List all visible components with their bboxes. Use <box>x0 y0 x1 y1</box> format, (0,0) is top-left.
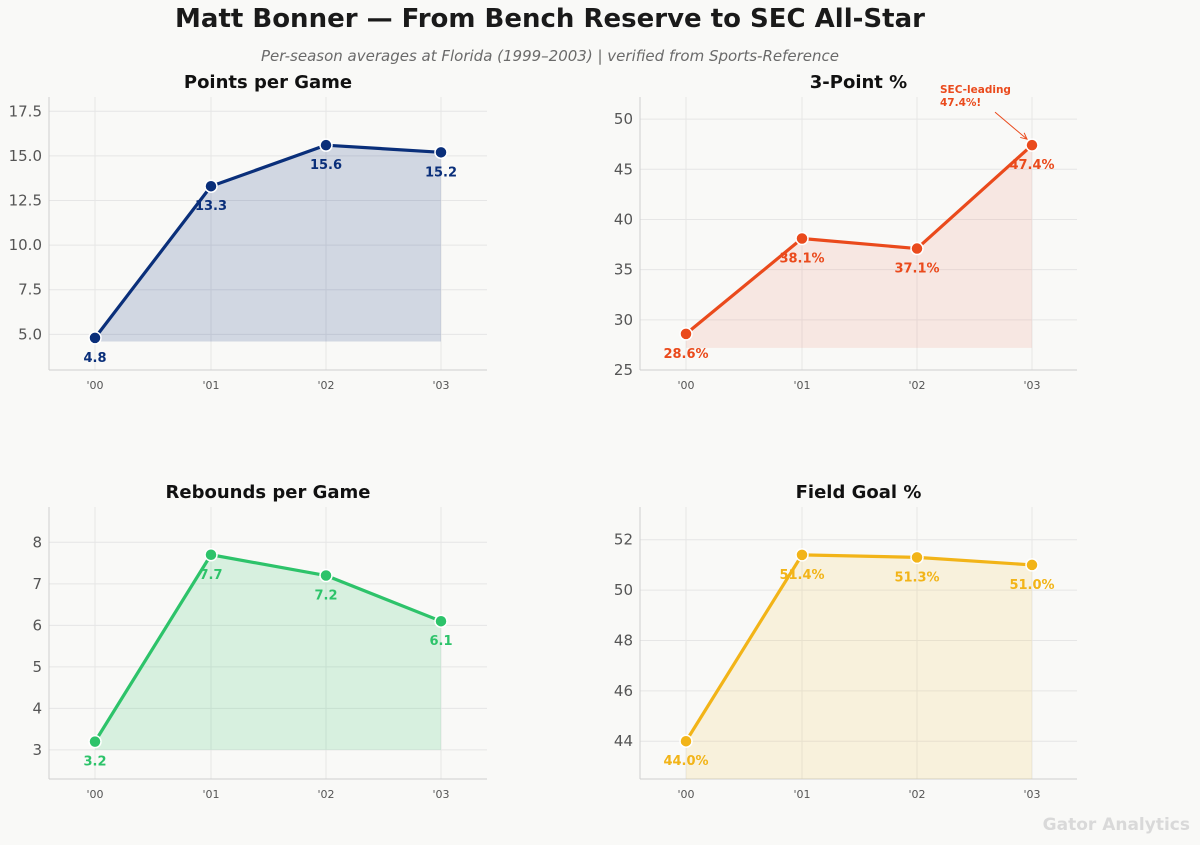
data-point <box>1025 138 1039 152</box>
y-tick-label: 35 <box>614 261 633 279</box>
series-line <box>93 143 443 340</box>
data-point <box>679 734 693 748</box>
x-tick-label: '03 <box>1023 379 1040 392</box>
data-point <box>204 548 218 562</box>
y-tick-label: 44 <box>614 732 633 750</box>
y-tick-label: 12.5 <box>9 191 42 209</box>
panel-title: Field Goal % <box>796 482 922 503</box>
x-tick-label: '02 <box>317 379 334 392</box>
data-point <box>434 614 448 628</box>
annotation-text: SEC-leading <box>940 84 1011 96</box>
x-tick-label: '00 <box>86 788 103 801</box>
data-label: 51.0% <box>1009 578 1054 593</box>
data-label: 4.8 <box>83 351 106 366</box>
x-tick-label: '01 <box>793 379 810 392</box>
y-tick-label: 50 <box>614 581 633 599</box>
data-point <box>434 145 448 160</box>
data-label: 15.2 <box>425 165 457 180</box>
x-tick-label: '01 <box>202 788 219 801</box>
data-point <box>88 734 102 749</box>
data-label: 51.3% <box>894 570 939 585</box>
data-label: 37.1% <box>894 262 939 277</box>
panel-title: 3-Point % <box>810 72 907 93</box>
y-tick-label: 30 <box>614 311 633 329</box>
data-label: 6.1 <box>429 634 452 649</box>
series-line <box>684 143 1034 336</box>
area-fill <box>686 145 1032 348</box>
y-tick-label: 7.5 <box>18 281 42 299</box>
x-tick-label: '00 <box>86 379 103 392</box>
data-label: 44.0% <box>663 754 708 769</box>
y-tick-label: 4 <box>32 699 42 717</box>
data-label: 7.7 <box>199 568 222 583</box>
x-tick-label: '01 <box>202 379 219 392</box>
y-tick-label: 7 <box>32 575 42 593</box>
data-point <box>88 331 102 345</box>
y-tick-label: 46 <box>614 682 633 700</box>
x-tick-label: '03 <box>432 788 449 801</box>
y-tick-label: 15.0 <box>9 147 42 165</box>
watermark: Gator Analytics <box>1042 815 1190 835</box>
annotation-text: 47.4%! <box>940 97 981 109</box>
data-point <box>910 241 924 256</box>
data-point <box>319 138 333 152</box>
annotation-arrowhead <box>1020 132 1028 140</box>
y-tick-label: 45 <box>614 160 633 178</box>
data-point <box>319 568 333 583</box>
data-point <box>910 550 924 565</box>
data-point <box>795 231 809 246</box>
series-line <box>684 553 1034 743</box>
data-point <box>1025 558 1039 572</box>
data-label: 51.4% <box>779 568 824 583</box>
panel-title: Points per Game <box>184 72 352 93</box>
y-tick-label: 5 <box>32 658 42 676</box>
y-tick-label: 3 <box>32 741 42 759</box>
data-point <box>679 327 693 341</box>
area-fill <box>686 554 1032 779</box>
x-tick-label: '02 <box>317 788 334 801</box>
y-tick-label: 50 <box>614 110 633 128</box>
data-label: 13.3 <box>195 199 227 214</box>
chart-panel-rebounds: Rebounds per Game 3 4 5 6 7 8 '00 '01 '02 '03 3.2 7.… <box>32 482 487 801</box>
y-tick-label: 8 <box>32 533 42 551</box>
data-label: 28.6% <box>663 347 708 362</box>
subtitle: Per-season averages at Florida (1999–200… <box>261 47 839 65</box>
x-tick-label: '02 <box>908 788 925 801</box>
y-tick-label: 48 <box>614 631 633 649</box>
data-label: 47.4% <box>1009 158 1054 173</box>
y-tick-label: 52 <box>614 531 633 549</box>
annotation-arrow <box>994 111 1028 140</box>
x-tick-label: '00 <box>677 379 694 392</box>
y-tick-label: 17.5 <box>9 102 42 120</box>
x-tick-label: '01 <box>793 788 810 801</box>
x-tick-label: '02 <box>908 379 925 392</box>
y-tick-label: 40 <box>614 210 633 228</box>
y-tick-label: 10.0 <box>9 236 42 254</box>
y-tick-label: 25 <box>614 361 633 379</box>
data-point <box>204 179 218 193</box>
y-tick-label: 6 <box>32 616 42 634</box>
data-point <box>795 548 809 562</box>
area-fill <box>95 145 441 342</box>
x-tick-label: '00 <box>677 788 694 801</box>
y-tick-label: 5.0 <box>18 325 42 343</box>
data-label: 15.6 <box>310 158 342 173</box>
data-label: 7.2 <box>314 589 337 604</box>
chart-panel-field-goal: Field Goal % 44 46 48 50 52 '00 '01 '02 '03 44.0% 5… <box>614 482 1077 801</box>
data-label: 3.2 <box>83 755 106 770</box>
series-line <box>93 553 443 744</box>
data-label: 38.1% <box>779 252 824 267</box>
chart-panel-points: Points per Game 5.0 7.5 10.0 12.5 15.0 17.5 '00… <box>9 72 487 392</box>
main-title: Matt Bonner — From Bench Reserve to SEC … <box>175 4 925 34</box>
x-tick-label: '03 <box>1023 788 1040 801</box>
x-tick-label: '03 <box>432 379 449 392</box>
panel-title: Rebounds per Game <box>166 482 371 503</box>
chart-panel-three-point: 3-Point % 25 30 35 40 45 50 '00 '01 '02 '03 28.6% 38… <box>614 72 1077 392</box>
